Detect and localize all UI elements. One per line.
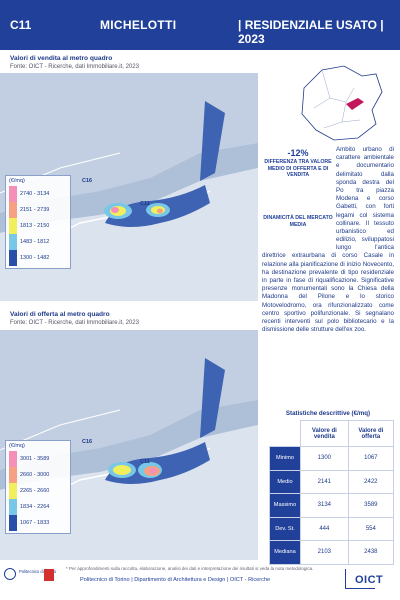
methodology-footnote: * Per approfondimenti sulla raccolta, el… [66,566,314,571]
legend-swatch [9,202,17,218]
legend-swatch [9,234,17,250]
legend-row: 1813 - 2150 [9,218,67,234]
locator-map [284,58,396,148]
offer-value: 2422 [347,469,395,494]
legend-row: 1300 - 1482 [9,250,67,266]
sale-map-graphic: C16 C11 [0,73,258,301]
legend-label: 1834 - 2264 [20,504,50,510]
legend-swatch [9,499,17,515]
oict-logo-text: OICT [355,574,384,586]
stats-title: Statistiche descrittive (€/mq) [285,410,371,417]
row-label: Medio [269,469,301,494]
offer-value: 1067 [347,446,395,471]
legend-row: 2660 - 3000 [9,467,67,483]
polito-logo: Politecnico di Torino [4,566,62,596]
offer-value: 554 [347,516,395,541]
table-row: Medio 2141 2422 [269,469,395,494]
polito-seal-icon [4,568,16,580]
legend-swatch [9,451,17,467]
row-label: Dev. St. [269,516,301,541]
legend-unit: (€/mq) [9,178,25,184]
col-sale-header: Valore di vendita [300,420,349,447]
sale-legend: (€/mq) 2740 - 3134 2151 - 2739 1813 - 21… [5,175,71,269]
oict-frame-icon [345,569,375,589]
oict-logo: OICT [341,567,395,597]
label-c11: C11 [140,201,150,207]
legend-label: 1067 - 1833 [20,520,50,526]
legend-unit: (€/mq) [9,443,25,449]
legend-swatch [9,218,17,234]
legend-swatch [9,186,17,202]
label-c11: C11 [140,459,150,465]
legend-swatch [9,483,17,499]
sale-value: 1300 [300,446,349,471]
offer-legend: (€/mq) 3001 - 3589 2660 - 3000 2265 - 26… [5,440,71,534]
legend-label: 2265 - 2660 [20,488,50,494]
sale-map-title: Valori di vendita al metro quadro [10,55,113,62]
col-offer-header: Valore di offerta [347,420,395,447]
locator-map-graphic [301,65,383,141]
row-label: Minimo [269,446,301,471]
sale-map: C16 C11 [0,73,258,301]
table-row: Minimo 1300 1067 [269,446,395,471]
legend-label: 2740 - 3134 [20,191,50,197]
zone-description-text: Ambito urbano di carattere ambientale e … [262,146,394,334]
footer-credits: Politecnico di Torino | Dipartimento di … [80,577,271,583]
table-row: Massimo 3134 3589 [269,493,395,518]
offer-map-title: Valori di offerta al metro quadro [10,311,110,318]
difference-highlight: -12% DIFFERENZA TRA VALORE MEDIO DI OFFE… [262,148,334,179]
legend-swatch [9,250,17,266]
polito-logo-text: Politecnico di Torino [19,569,57,574]
legend-row: 1483 - 1812 [9,234,67,250]
legend-label: 1813 - 2150 [20,223,50,229]
legend-label: 2151 - 2739 [20,207,50,213]
dad-logo-icon [44,569,54,581]
legend-row: 3001 - 3589 [9,451,67,467]
legend-label: 1300 - 1482 [20,255,50,261]
stats-table: Valore di vendita Valore di offerta Mini… [269,420,395,565]
table-row: Dev. St. 444 554 [269,516,395,541]
sale-map-source: Fonte: OICT - Ricerche, dati Immobiliare… [10,64,139,70]
label-c16: C16 [82,178,92,184]
legend-label: 1483 - 1812 [20,239,50,245]
label-c16: C16 [82,439,92,445]
legend-row: 2740 - 3134 [9,186,67,202]
difference-description: DIFFERENZA TRA VALORE MEDIO DI OFFERTA E… [264,159,332,178]
legend-label: 3001 - 3589 [20,456,50,462]
table-header-row: Valore di vendita Valore di offerta [270,420,395,447]
sale-value: 2141 [300,469,349,494]
table-row: Mediana 2103 2438 [269,540,395,565]
sale-value: 444 [300,516,349,541]
zone-code: C11 [10,18,32,32]
legend-swatch [9,515,17,531]
offer-map-source: Fonte: OICT - Ricerche, dati Immobiliare… [10,320,139,326]
market-dynamics: DINAMICITÀ DEL MERCATO MEDIA [263,215,333,228]
zone-name: MICHELOTTI [100,18,177,32]
legend-swatch [9,467,17,483]
row-label: Massimo [269,493,301,518]
row-label: Mediana [269,540,301,565]
zone-description: Ambito urbano di carattere ambientale e … [262,146,394,334]
sale-value: 3134 [300,493,349,518]
report-type: | RESIDENZIALE USATO | 2023 [238,18,384,46]
page-header: C11 MICHELOTTI | RESIDENZIALE USATO | 20… [0,0,400,50]
legend-row: 1067 - 1833 [9,515,67,531]
offer-map: C16 C11 [0,330,258,560]
legend-label: 2660 - 3000 [20,472,50,478]
legend-row: 1834 - 2264 [9,499,67,515]
offer-value: 3589 [347,493,395,518]
offer-value: 2438 [347,540,395,565]
sale-value: 2103 [300,540,349,565]
legend-row: 2151 - 2739 [9,202,67,218]
difference-percent: -12% [287,148,309,158]
legend-row: 2265 - 2660 [9,483,67,499]
